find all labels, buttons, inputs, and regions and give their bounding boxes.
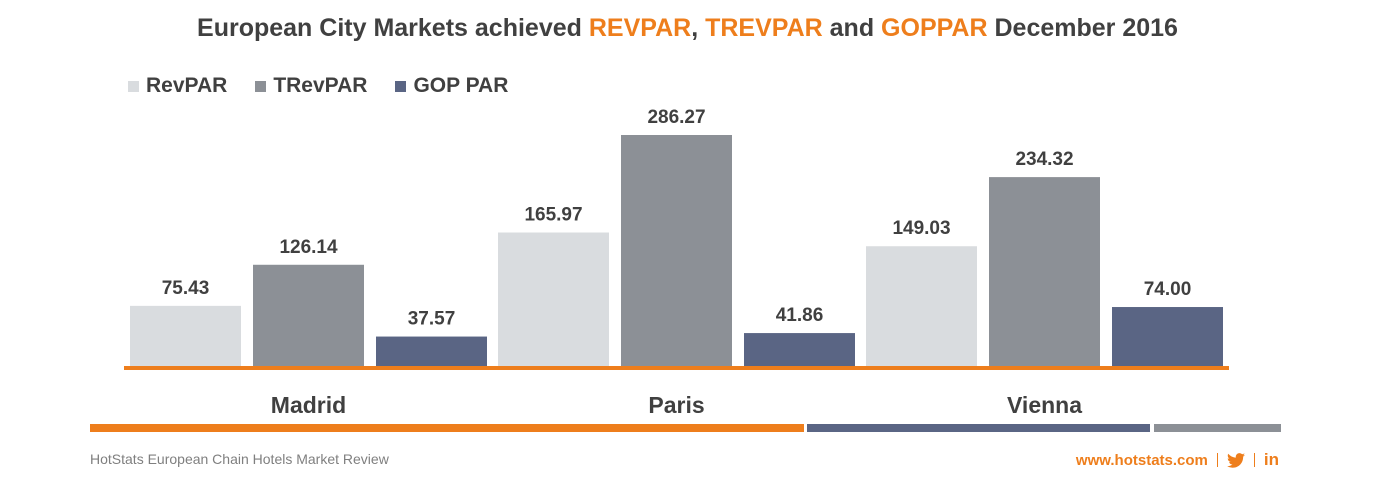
title-part: , [691,14,706,42]
x-axis-line [124,366,1229,370]
title-accent-revpar: REVPAR [588,14,692,42]
footer-bar-blue [807,424,1150,432]
chart-legend: RevPAR TRevPAR GOP PAR [128,74,536,98]
footer-bar-orange [90,424,804,432]
legend-label-goppar: GOP PAR [413,74,509,97]
footer-divider [1216,453,1218,467]
chart-title: European City Markets achieved REVPAR, T… [0,14,1375,43]
legend-swatch-trevpar [255,80,267,92]
linkedin-icon[interactable]: in [1263,450,1279,469]
footer-bar-gray [1154,424,1281,432]
title-part: and [822,14,882,42]
legend-swatch-revpar [128,80,139,92]
legend-label-revpar: RevPAR [146,74,228,97]
data-label: 149.03 [892,218,950,239]
title-accent-trevpar: TREVPAR [705,14,823,42]
data-label: 286.27 [647,107,705,128]
data-label: 74.00 [1144,279,1192,300]
legend-item-revpar: RevPAR [128,74,227,98]
data-label: 41.86 [776,305,824,326]
bar-trevpar-vienna [989,177,1100,367]
data-label: 165.97 [524,204,582,225]
category-label-vienna: Vienna [1007,392,1082,418]
bar-revpar-paris [498,232,609,367]
category-label-madrid: Madrid [271,392,346,418]
legend-swatch-goppar [395,80,407,92]
bar-goppar-paris [744,333,855,367]
bar-goppar-madrid [376,336,487,367]
data-label: 126.14 [279,237,338,258]
footer-links: www.hotstats.com in [1076,450,1279,470]
title-part: European City Markets achieved [197,14,589,42]
twitter-icon[interactable] [1226,452,1245,468]
title-part: December 2016 [987,14,1178,42]
title-accent-goppar: GOPPAR [881,14,988,42]
data-label: 37.57 [408,309,456,330]
category-label-paris: Paris [648,392,704,418]
data-label: 75.43 [162,278,210,299]
legend-item-trevpar: TRevPAR [255,74,367,98]
bar-revpar-madrid [130,305,241,367]
bar-trevpar-paris [621,135,732,367]
legend-item-goppar: GOP PAR [395,74,508,98]
footer-divider [1253,453,1255,467]
legend-label-trevpar: TRevPAR [273,74,368,97]
website-link[interactable]: www.hotstats.com [1075,451,1208,469]
data-label: 234.32 [1015,149,1073,170]
bar-goppar-vienna [1112,307,1223,367]
bar-revpar-vienna [866,246,977,367]
footer-source: HotStats European Chain Hotels Market Re… [90,451,389,467]
bar-trevpar-madrid [253,264,364,367]
